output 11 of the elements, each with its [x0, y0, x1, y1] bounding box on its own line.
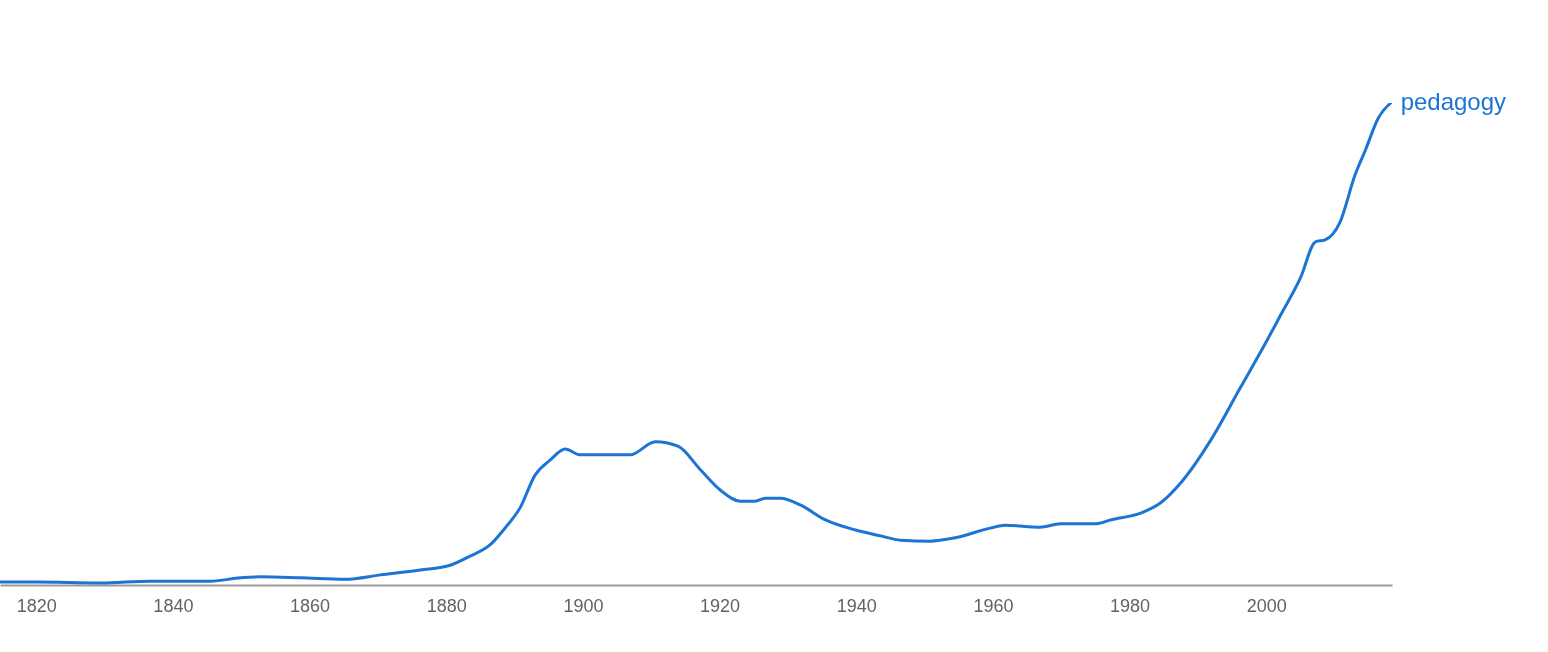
- series-label: pedagogy: [1400, 88, 1507, 115]
- x-tick-label: 2000: [1246, 595, 1287, 616]
- x-tick-label: 1920: [700, 595, 741, 616]
- x-tick-label: 1820: [16, 595, 57, 616]
- x-tick-label: 1980: [1110, 595, 1151, 616]
- x-tick-label: 1860: [290, 595, 331, 616]
- x-tick-label: 1840: [153, 595, 194, 616]
- x-tick-label: 1960: [973, 595, 1014, 616]
- x-tick-label: 1940: [836, 595, 877, 616]
- x-tick-label: 1880: [426, 595, 467, 616]
- x-tick-label: 1900: [563, 595, 604, 616]
